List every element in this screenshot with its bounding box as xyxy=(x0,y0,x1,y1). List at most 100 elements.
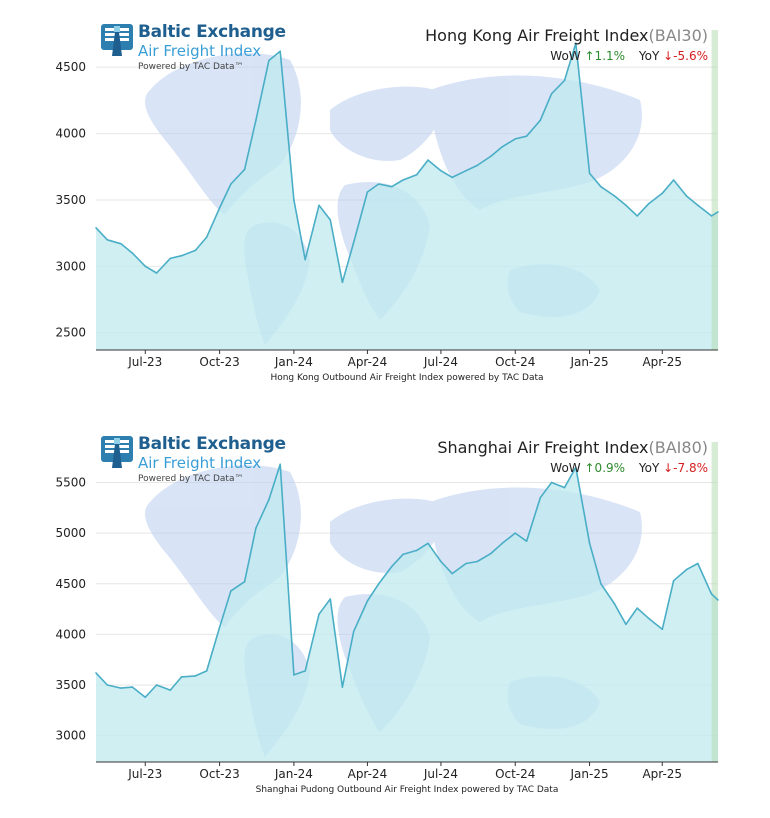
data-point xyxy=(194,675,197,677)
data-point xyxy=(95,227,97,229)
x-tick-label: Jul-24 xyxy=(423,355,458,369)
data-point xyxy=(402,553,404,556)
data-point xyxy=(169,689,172,691)
data-point xyxy=(661,628,664,631)
data-point xyxy=(329,598,332,600)
y-tick-label: 3000 xyxy=(55,729,86,743)
x-tick-label: Apr-25 xyxy=(642,767,682,781)
data-point xyxy=(588,542,591,545)
brand-name: Baltic Exchange xyxy=(138,22,286,42)
wow-value: ↑0.9% xyxy=(584,461,626,475)
sh-chart-panel: 3000 3500 4000 4500 5000 5500 Jul-23 Oct-23 Jan-… xyxy=(0,412,770,812)
data-point xyxy=(550,481,553,484)
data-point xyxy=(588,172,591,175)
y-tick-label: 2500 xyxy=(55,326,86,340)
data-point xyxy=(155,272,158,274)
data-point xyxy=(647,203,650,205)
sh-chart: 3000 3500 4000 4500 5000 5500 Jul-23 Oct-23 Jan-… xyxy=(55,442,719,795)
data-point xyxy=(451,572,454,575)
data-point xyxy=(268,59,270,62)
data-point xyxy=(255,527,257,529)
data-point xyxy=(352,630,355,633)
x-tick-label: Jan-25 xyxy=(570,767,609,781)
chart-title: Shanghai Air Freight Index(BAI80) xyxy=(437,438,708,457)
data-point xyxy=(636,607,638,609)
data-point xyxy=(205,236,208,238)
x-tick-label: Jan-24 xyxy=(274,767,313,781)
data-point xyxy=(120,687,122,689)
baltic-exchange-logo: Baltic Exchange Air Freight Index Powere… xyxy=(100,22,300,82)
data-point xyxy=(501,542,504,545)
data-point xyxy=(717,211,719,213)
data-point xyxy=(514,532,516,534)
yoy-label: YoY xyxy=(638,461,660,475)
data-point xyxy=(366,191,369,193)
data-point xyxy=(697,204,699,207)
y-tick-label: 3500 xyxy=(55,678,86,692)
data-point xyxy=(329,219,332,221)
data-point xyxy=(243,168,246,171)
data-point xyxy=(341,281,344,284)
data-point xyxy=(717,599,719,601)
y-tick-label: 5500 xyxy=(55,476,86,490)
data-point xyxy=(279,463,282,466)
data-point xyxy=(243,580,246,583)
series-line xyxy=(95,42,719,284)
chart-title: Hong Kong Air Freight Index(BAI30) xyxy=(425,26,708,45)
y-tick-label: 3000 xyxy=(55,259,86,273)
series-area xyxy=(96,43,718,351)
y-tick-label: 5000 xyxy=(55,526,86,540)
chart-caption: Hong Kong Outbound Air Freight Index pow… xyxy=(270,373,543,383)
y-tick-label: 4000 xyxy=(55,127,86,141)
data-point xyxy=(661,192,664,195)
brand-powered: Powered by TAC Data™ xyxy=(138,474,244,484)
x-tick-label: Jul-24 xyxy=(423,767,458,781)
data-point xyxy=(304,258,307,261)
data-point xyxy=(268,498,270,501)
data-point xyxy=(218,626,221,629)
data-point xyxy=(318,204,320,207)
chart-stats: WoW ↑1.1% YoY ↓-5.6% xyxy=(425,49,708,63)
data-point xyxy=(255,119,257,122)
latest-week-highlight xyxy=(711,442,718,762)
data-point xyxy=(131,686,134,688)
wow-value: ↑1.1% xyxy=(584,49,626,63)
data-point xyxy=(539,119,542,122)
data-point xyxy=(465,562,467,565)
data-point xyxy=(525,540,528,542)
data-point xyxy=(625,623,627,626)
data-point xyxy=(490,552,492,555)
data-point xyxy=(600,185,602,188)
data-point xyxy=(304,670,307,672)
wow-label: WoW xyxy=(550,461,581,475)
data-point xyxy=(415,549,418,552)
data-point xyxy=(465,169,467,172)
data-point xyxy=(550,92,553,95)
data-point xyxy=(230,183,232,185)
x-tick-label: Apr-24 xyxy=(348,355,388,369)
data-point xyxy=(501,146,504,148)
data-point xyxy=(144,696,147,698)
data-point xyxy=(194,249,197,252)
yoy-value: ↓-5.6% xyxy=(663,49,708,63)
yoy-value: ↓-7.8% xyxy=(663,461,708,475)
data-point xyxy=(613,195,616,197)
data-point xyxy=(205,670,208,672)
data-point xyxy=(613,603,616,605)
y-tick-label: 3500 xyxy=(55,193,86,207)
data-point xyxy=(95,672,97,674)
data-point xyxy=(230,590,232,592)
data-point xyxy=(685,195,688,197)
data-point xyxy=(476,164,479,167)
data-point xyxy=(440,560,442,563)
data-point xyxy=(625,204,627,207)
chart-caption: Shanghai Pudong Outbound Air Freight Ind… xyxy=(256,785,559,795)
map-landmass-2 xyxy=(330,86,450,161)
x-tick-label: Apr-25 xyxy=(642,355,682,369)
x-tick-label: Apr-24 xyxy=(348,767,388,781)
data-point xyxy=(525,135,528,137)
latest-week-highlight xyxy=(711,30,718,350)
data-point xyxy=(131,252,134,254)
data-point xyxy=(600,583,602,585)
hk-chart-panel: 2500 3000 3500 4000 4500 Jul-23 Oct-23 Jan-24 Ap… xyxy=(0,0,770,400)
